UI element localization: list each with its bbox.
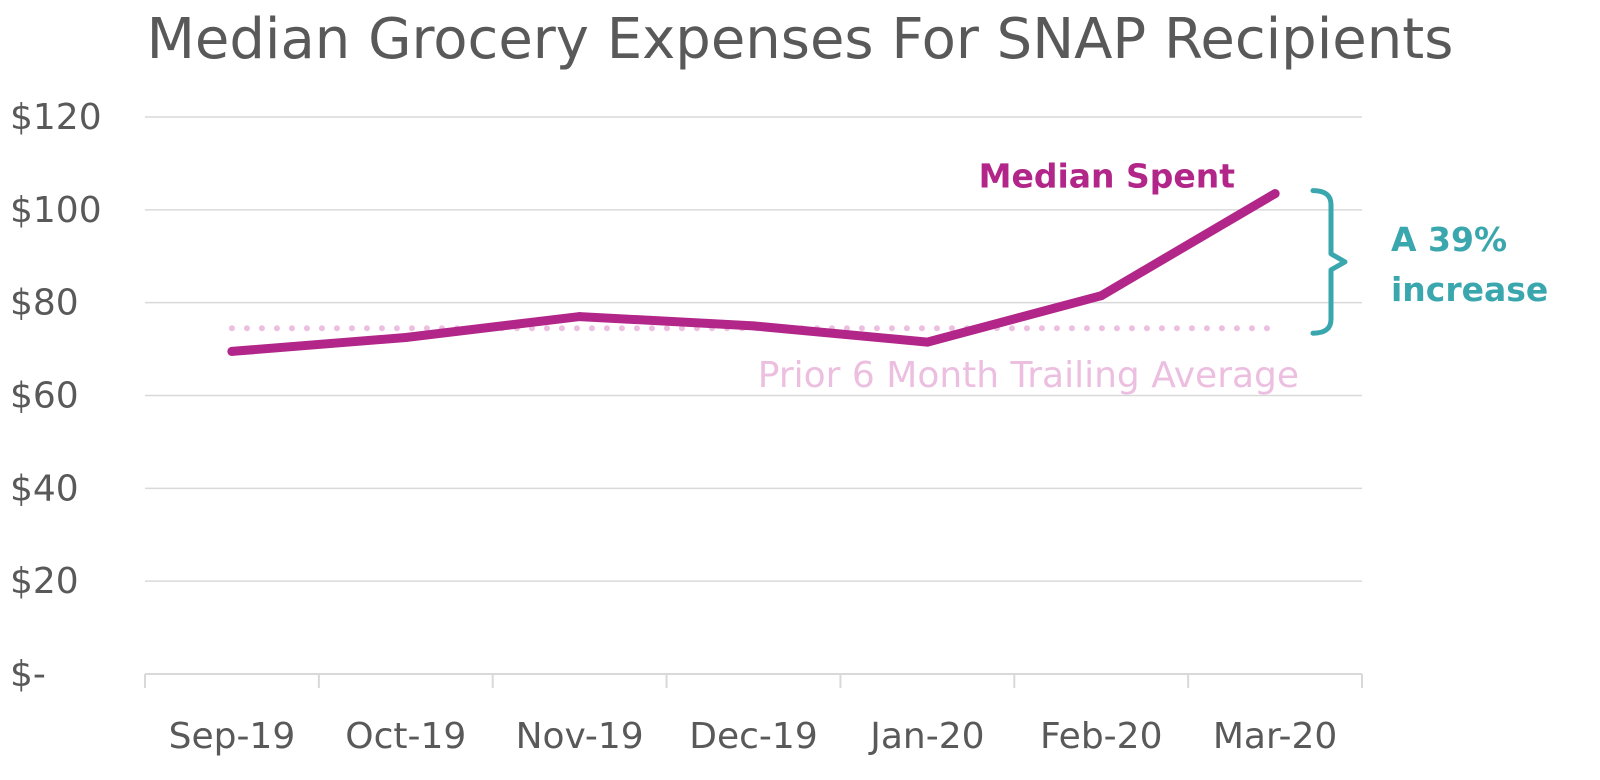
x-tick-label: Feb-20	[1040, 716, 1163, 757]
increase-annotation: A 39% increase	[1310, 188, 1548, 336]
y-tick-label: $100	[10, 190, 102, 231]
x-tick-label: Dec-19	[689, 716, 817, 757]
series-label-median-spent: Median Spent	[979, 157, 1236, 196]
x-axis: Sep-19 Oct-19 Nov-19 Dec-19 Jan-20 Feb-20 Mar-…	[144, 673, 1363, 757]
data-point	[227, 346, 237, 356]
y-axis-ticks: $- $20 $40 $60 $80 $100 $120	[10, 97, 102, 695]
data-point	[1096, 291, 1106, 301]
x-tick-label: Mar-20	[1213, 716, 1337, 757]
y-tick-label: $80	[10, 283, 79, 324]
x-tick-label: Jan-20	[868, 716, 984, 757]
chart-title: Median Grocery Expenses For SNAP Recipie…	[147, 7, 1454, 72]
y-tick-label: $20	[10, 561, 79, 602]
x-tick-label: Nov-19	[516, 716, 644, 757]
data-point	[401, 332, 411, 342]
y-tick-label: $60	[10, 376, 79, 417]
data-point	[922, 337, 932, 347]
increase-bracket	[1310, 188, 1348, 336]
x-tick-label: Oct-19	[345, 716, 466, 757]
gridlines	[145, 116, 1362, 582]
data-point	[575, 312, 585, 322]
increase-label-line: increase	[1391, 270, 1548, 309]
trailing-average-label: Prior 6 Month Trailing Average	[758, 355, 1299, 396]
y-tick-label: $40	[10, 468, 79, 509]
y-tick-label: $-	[10, 654, 46, 695]
increase-label-line: A 39%	[1391, 220, 1507, 259]
y-tick-label: $120	[10, 97, 102, 138]
x-tick-label: Sep-19	[169, 716, 296, 757]
series: Median Spent	[227, 157, 1280, 356]
data-point	[749, 321, 758, 331]
data-point	[1270, 189, 1280, 199]
trailing-average: Prior 6 Month Trailing Average	[228, 325, 1299, 396]
